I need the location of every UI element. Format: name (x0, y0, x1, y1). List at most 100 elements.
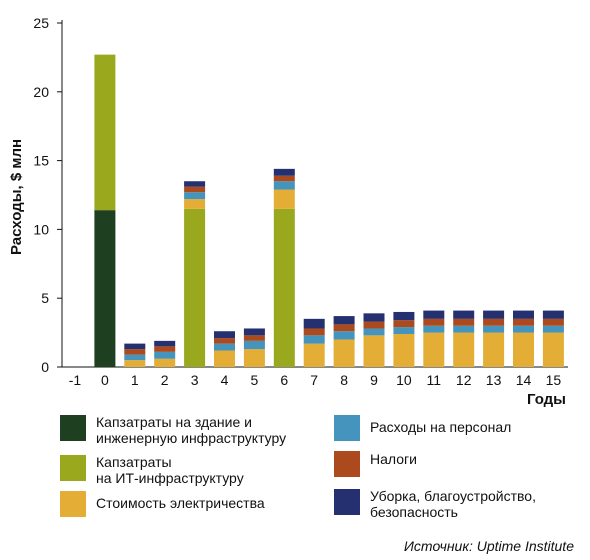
x-tick-label: 6 (280, 372, 288, 388)
y-tick-label: 5 (41, 290, 49, 306)
legend-label: Капзатраты на ИТ-инфраструктуру (96, 454, 244, 486)
x-tick-label: 3 (191, 372, 199, 388)
y-tick-label: 20 (33, 84, 49, 100)
legend-item-building-capex: Капзатраты на здание и инженерную инфрас… (60, 414, 286, 446)
y-tick-label: 25 (33, 15, 49, 31)
x-ticks: -1 0 1 2 3 4 5 6 7 8 9 10 11 12 13 14 15 (69, 372, 562, 388)
bar-segment (214, 350, 235, 367)
bar-segment (94, 210, 116, 367)
bar-segment (333, 316, 355, 325)
y-tick-label: 15 (33, 153, 49, 169)
x-tick-label: 9 (370, 372, 378, 388)
bar-segment (243, 340, 265, 350)
bar-segment (393, 311, 415, 321)
bar-segment (184, 192, 206, 200)
bar-segment (273, 175, 295, 182)
bar-segment (453, 310, 475, 319)
bar-segment (214, 338, 235, 344)
bar-segment (243, 335, 265, 341)
legend-item-electricity: Стоимость электричества (60, 490, 265, 517)
bar-segment (154, 340, 176, 347)
bar-segment (94, 54, 116, 211)
x-tick-label: 7 (310, 372, 318, 388)
bar-segment (303, 343, 325, 367)
legend-swatch (60, 415, 86, 441)
bar-segment (333, 324, 355, 332)
y-axis-title: Расходы, $ млн (8, 139, 25, 255)
bar-segment (273, 208, 295, 367)
bar-segment (333, 339, 355, 367)
bar-segment (243, 349, 265, 367)
bar-segment (513, 318, 534, 326)
bar-segment (184, 186, 206, 193)
bar-segment (513, 325, 534, 333)
bar-segment (423, 325, 445, 333)
bar-segment (363, 335, 385, 367)
bar-segment (453, 325, 475, 333)
legend-swatch (60, 455, 86, 481)
bar-segment (393, 320, 415, 328)
legend-label: Налоги (370, 451, 417, 467)
bar-segment (513, 310, 534, 319)
bar-segment (214, 331, 235, 339)
legend-swatch (334, 415, 360, 441)
bar-segment (184, 208, 206, 367)
x-axis-title: Годы (527, 391, 566, 408)
legend-swatch (60, 491, 86, 517)
legend-label: Стоимость электричества (96, 495, 265, 511)
bar-segment (124, 354, 146, 361)
bar-segment (124, 343, 146, 350)
bar-segment (273, 181, 295, 190)
bar-segment (453, 318, 475, 326)
x-tick-label: 14 (516, 372, 532, 388)
bar-segment (154, 346, 176, 352)
bar-segment (483, 310, 505, 319)
legend: Капзатраты на здание и инженерную инфрас… (60, 410, 580, 520)
bar-segment (513, 332, 534, 367)
legend-label: Капзатраты на здание и инженерную инфрас… (96, 414, 287, 446)
y-ticks: 0 5 10 15 20 25 (33, 15, 62, 375)
bar-segment (303, 318, 325, 329)
legend-item-cleaning-security: Уборка, благоустройство, безопасность (334, 488, 536, 520)
x-tick-label: 5 (251, 372, 259, 388)
x-tick-label: 4 (221, 372, 229, 388)
bar-segment (273, 189, 295, 209)
bar-segment (273, 168, 295, 176)
legend-swatch (334, 489, 360, 515)
source-note: Источник: Uptime Institute (403, 538, 574, 554)
x-tick-label: 13 (486, 372, 502, 388)
x-tick-label: 1 (131, 372, 139, 388)
bar-segment (423, 310, 445, 319)
bar-segment (542, 310, 564, 319)
bar-segment (542, 318, 564, 326)
bar-segment (303, 328, 325, 336)
bar-segment (184, 181, 206, 187)
x-tick-label: 12 (456, 372, 472, 388)
legend-label: Уборка, благоустройство, безопасность (370, 488, 536, 520)
y-tick-label: 10 (33, 221, 49, 237)
x-tick-label: 0 (101, 372, 109, 388)
bar-segment (423, 318, 445, 326)
bar-segment (303, 335, 325, 344)
bar-segment (243, 328, 265, 336)
bar-segment (542, 332, 564, 367)
legend-item-it-capex: Капзатраты на ИТ-инфраструктуру (60, 454, 244, 486)
bar-segment (483, 318, 505, 326)
legend-swatch (334, 451, 360, 477)
x-tick-label: -1 (69, 372, 82, 388)
bar-segment (124, 349, 146, 355)
legend-item-personnel: Расходы на персонал (334, 414, 511, 441)
bar-segment (483, 332, 505, 367)
x-tick-label: 10 (396, 372, 412, 388)
bar-segment (542, 325, 564, 333)
y-tick-label: 0 (41, 359, 49, 375)
bar-segment (154, 351, 176, 359)
bar-segment (393, 333, 415, 367)
bar-segment (124, 360, 146, 367)
bar-segment (423, 332, 445, 367)
x-tick-label: 2 (161, 372, 169, 388)
bar-segment (393, 327, 415, 334)
x-tick-label: 15 (546, 372, 562, 388)
bar-segment (214, 343, 235, 351)
bar-segment (154, 358, 176, 367)
